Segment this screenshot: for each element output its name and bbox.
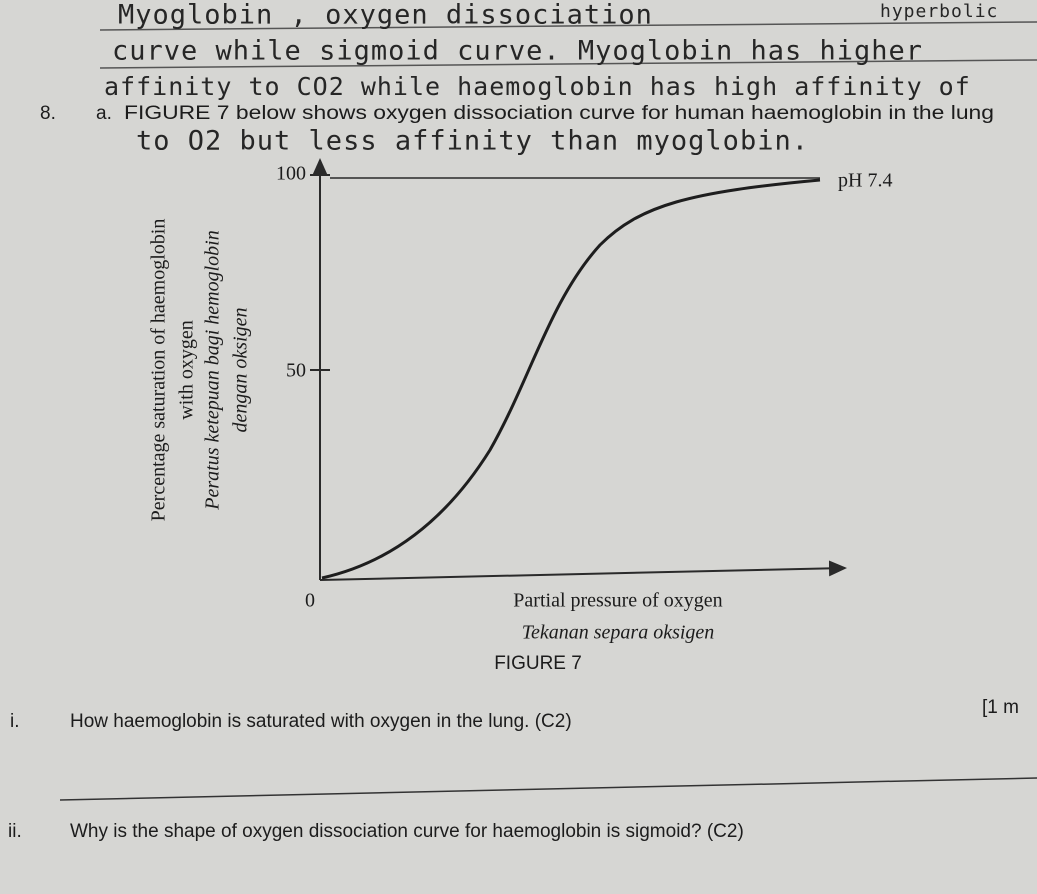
sub-question-text: Why is the shape of oxygen dissociation … — [70, 821, 744, 842]
sub-question-number: ii. — [8, 821, 22, 842]
y-axis-label: with oxygen — [176, 320, 198, 419]
dissociation-curve — [321, 178, 821, 580]
origin-label: 0 — [305, 590, 315, 612]
sub-question-text: How haemoglobin is saturated with oxygen… — [70, 711, 572, 732]
handwriting: affinity to CO2 while haemoglobin has hi… — [104, 72, 971, 101]
x-axis-label-ms: Tekanan separa oksigen — [522, 622, 715, 644]
y-tick-label: 100 — [276, 163, 306, 185]
x-axis-label: Partial pressure of oxygen — [513, 590, 722, 612]
question-text: FIGURE 7 below shows oxygen dissociation… — [124, 103, 994, 124]
y-axis-label-ms: dengan oksigen — [230, 308, 252, 433]
handwriting: curve while sigmoid curve. Myoglobin has… — [112, 36, 923, 67]
handwriting: hyperbolic — [880, 1, 998, 22]
marks: [1 m — [982, 697, 1019, 718]
answer-line — [59, 777, 1037, 801]
x-axis — [319, 560, 847, 581]
y-tick-label: 50 — [286, 360, 306, 382]
curve-label: pH 7.4 — [838, 170, 892, 192]
y-axis-label: Percentage saturation of haemoglobin — [148, 219, 170, 522]
handwriting: Myoglobin , oxygen dissociation — [118, 0, 653, 31]
question-number: 8. — [40, 103, 56, 124]
figure-caption: FIGURE 7 — [494, 653, 582, 674]
handwriting: to O2 but less affinity than myoglobin. — [136, 126, 809, 157]
sub-question-number: i. — [10, 711, 20, 732]
ruled-line — [99, 21, 1037, 31]
question-part: a. — [96, 103, 112, 124]
y-axis-label-ms: Peratus ketepuan bagi hemoglobin — [202, 230, 224, 510]
ruled-line — [99, 59, 1037, 69]
